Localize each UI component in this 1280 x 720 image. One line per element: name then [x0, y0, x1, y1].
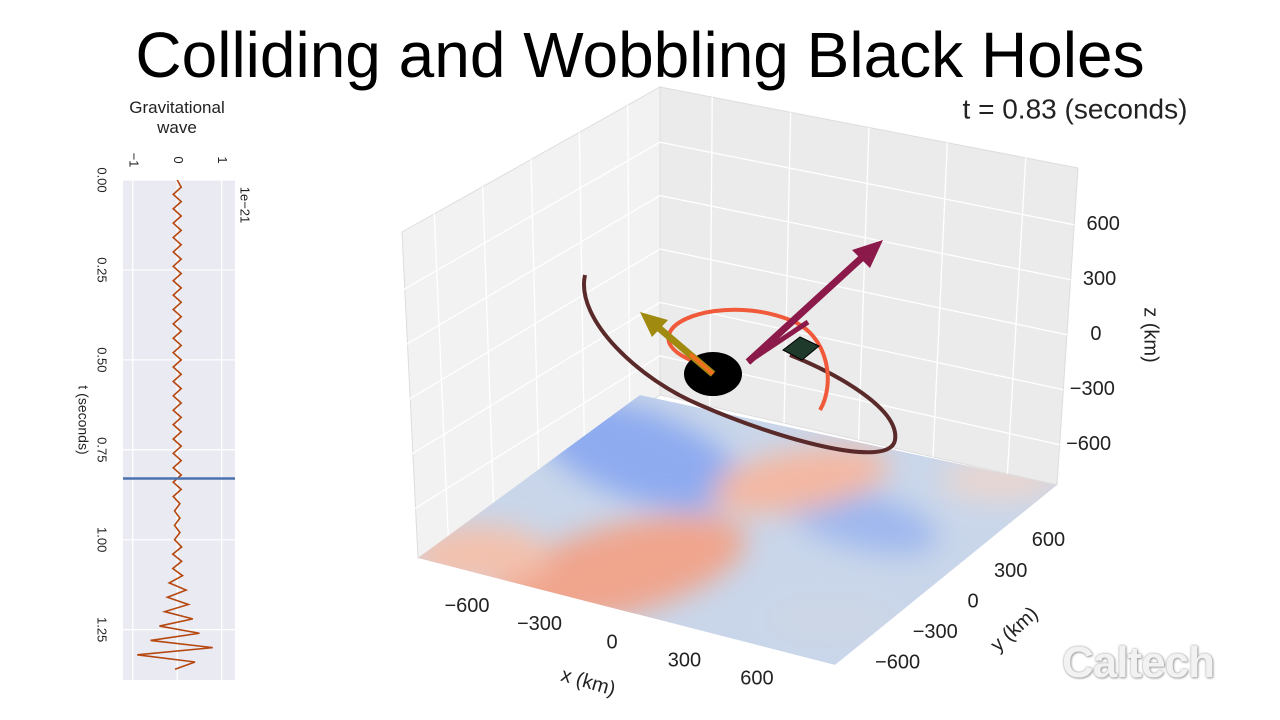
x-tick-label: 0.50 — [95, 347, 110, 372]
axis-label: z (km) — [1140, 307, 1162, 363]
y-tick-label: −300 — [913, 621, 958, 643]
grid-line — [932, 142, 949, 457]
wall-grid — [401, 97, 1075, 538]
x-tick-label: −600 — [444, 595, 489, 617]
grid-line — [401, 194, 1071, 348]
z-tick-label: −600 — [1066, 433, 1111, 455]
z-tick-label: 600 — [1087, 213, 1120, 235]
trajectory-large — [581, 274, 898, 455]
wave-line — [137, 180, 213, 670]
grid-line — [481, 186, 495, 508]
chart-title: Gravitational wave — [129, 98, 225, 137]
y-tick-label: 1 — [215, 156, 230, 163]
grid-line — [433, 213, 449, 538]
axis-label: t (seconds) — [75, 385, 91, 454]
time-annotation: t = 0.83 (seconds) — [963, 93, 1188, 124]
y-tick-label: 600 — [1032, 529, 1065, 551]
spin-arrow — [746, 319, 810, 365]
x-tick-label: 0.25 — [95, 257, 110, 282]
spin-arrow-head — [852, 240, 883, 268]
spin-arrow-overlay — [688, 352, 715, 376]
x-tick-label: 1.00 — [95, 527, 110, 552]
grid-line — [857, 127, 870, 441]
wave-panel: 0.00 0.25 0.50 0.75 1.00 1.25 −1 0 1 — [95, 153, 235, 680]
z-tick-label: 300 — [1083, 268, 1116, 290]
y-tick-label: −1 — [126, 153, 141, 168]
axis-label: x (km) — [558, 664, 617, 700]
y-tick-label: 0 — [171, 156, 186, 163]
axis-label: y (km) — [987, 603, 1043, 657]
x-tick-label: −300 — [517, 613, 562, 635]
y-tick-label: 300 — [994, 560, 1027, 582]
x-tick-label: 1.25 — [95, 617, 110, 642]
spin-arrow — [745, 249, 871, 365]
y-tick-label: 0 — [967, 590, 978, 612]
x-tick-label: 0.75 — [95, 437, 110, 462]
grid-line — [401, 355, 1060, 518]
x-tick-label: 0.00 — [95, 167, 110, 192]
black-hole-small — [782, 336, 820, 361]
x-tick-label: 0 — [606, 631, 617, 653]
grid-line — [401, 141, 1075, 291]
grid-line — [1006, 157, 1027, 474]
offset-label: 1e−21 — [238, 187, 253, 224]
z-tick-label: −300 — [1070, 378, 1115, 400]
grid-line — [627, 105, 631, 416]
y-tick-label: −600 — [875, 651, 920, 673]
grid-line — [578, 132, 586, 446]
trajectory-small — [666, 307, 830, 412]
grid-line — [530, 159, 540, 477]
spin-arrow-head — [640, 312, 668, 337]
page-title: Colliding and Wobbling Black Holes — [135, 19, 1145, 91]
x-tick-label: 300 — [668, 650, 701, 672]
grid-line — [783, 112, 792, 424]
grid-line — [401, 301, 1064, 461]
x-tick-label: 600 — [740, 668, 773, 690]
z-tick-label: 0 — [1090, 323, 1101, 345]
watermark: Caltech — [1062, 638, 1215, 687]
